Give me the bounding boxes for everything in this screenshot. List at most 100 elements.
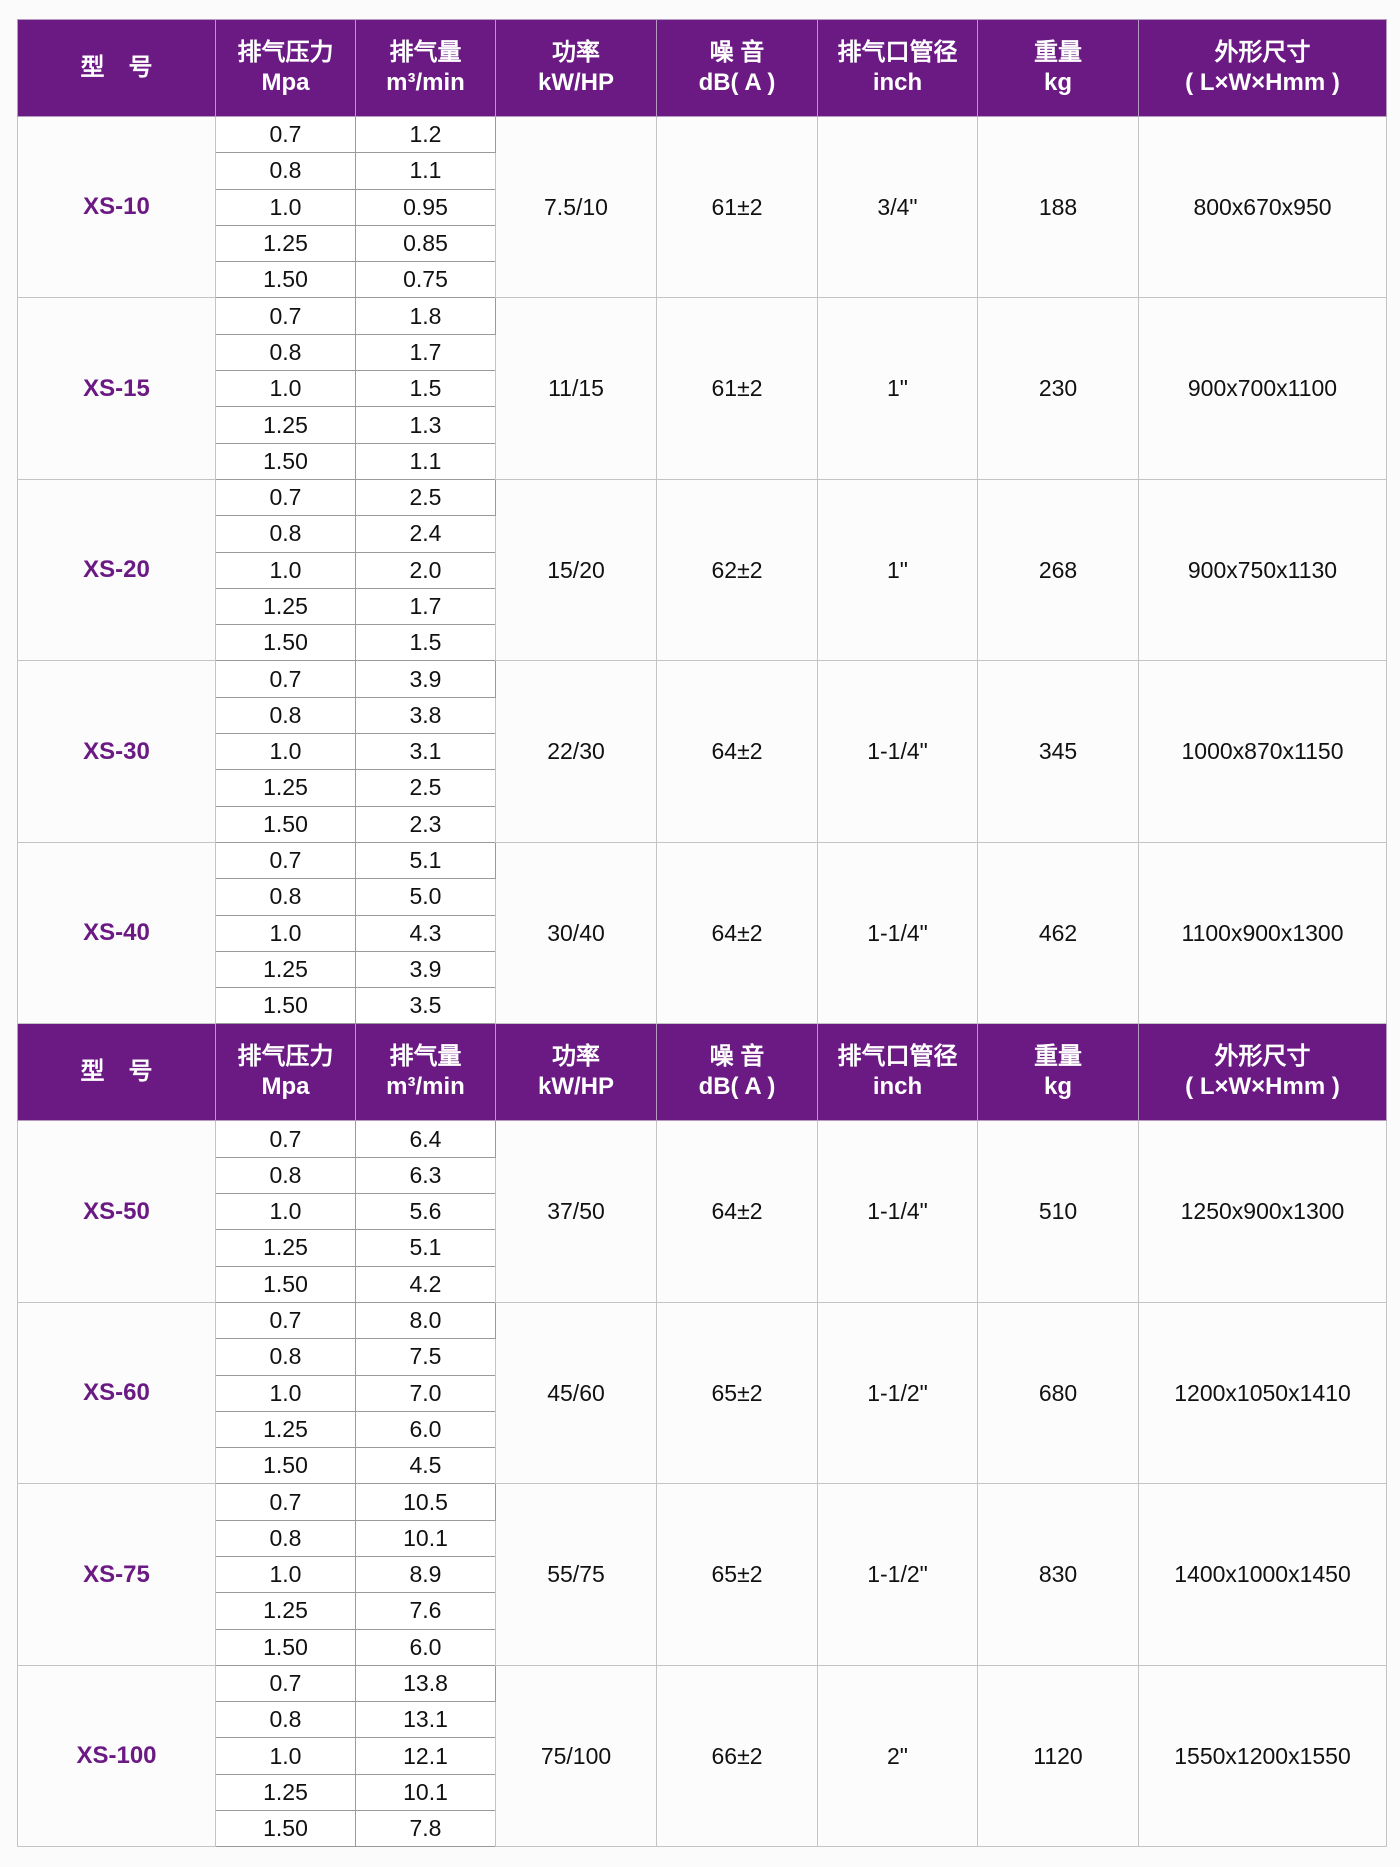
flow-cell: 6.4 <box>355 1120 496 1158</box>
pressure-cell: 1.0 <box>215 1737 356 1775</box>
flow-cell: 1.1 <box>355 152 496 190</box>
table-row: 0.8 13.1 <box>18 1701 1387 1739</box>
pressure-cell: 1.0 <box>215 914 356 952</box>
flow-cell: 6.3 <box>355 1156 496 1195</box>
dimensions-cell: 900x750x1130 <box>1138 478 1387 662</box>
flow-cell: 1.5 <box>355 370 496 408</box>
pressure-cell: 1.50 <box>215 1628 356 1666</box>
header-label: 功率 <box>552 1043 600 1071</box>
column-header: 功率 kW/HP <box>495 19 657 117</box>
flow-cell: 0.95 <box>355 188 496 226</box>
header-label: 噪 音 <box>709 1043 765 1071</box>
header-label: 排气口管径 <box>837 1043 958 1071</box>
power-cell: 37/50 <box>495 1120 657 1303</box>
power-cell: 55/75 <box>495 1483 657 1666</box>
column-header: 排气压力 Mpa <box>215 1023 356 1122</box>
header-label: 型 号 <box>80 54 153 81</box>
header-unit: kW/HP <box>537 1073 614 1101</box>
dimensions-cell: 1250x900x1300 <box>1138 1120 1387 1303</box>
flow-cell: 2.3 <box>355 805 496 843</box>
table-row: 0.8 5.0 <box>18 878 1387 916</box>
noise-cell: 62±2 <box>656 478 818 662</box>
outlet-cell: 2" <box>817 1664 978 1848</box>
table-row: 1.25 2.5 <box>18 769 1387 807</box>
flow-cell: 2.4 <box>355 515 496 553</box>
table-row: XS-100 0.7 13.8 75/100 66±2 2" 1120 1550x1200x1… <box>17 1664 1387 1848</box>
pressure-cell: 1.25 <box>215 224 356 263</box>
column-header: 排气量 m³/min <box>355 1023 496 1122</box>
power-cell: 30/40 <box>495 841 657 1025</box>
table-row: 1.0 8.9 <box>18 1555 1387 1594</box>
header-label: 噪 音 <box>709 39 765 66</box>
outlet-cell: 1-1/4" <box>817 1120 978 1303</box>
flow-cell: 7.0 <box>355 1374 496 1412</box>
column-header: 重量 kg <box>977 1023 1139 1122</box>
pressure-cell: 0.7 <box>215 1483 356 1521</box>
header-unit: dB( A ) <box>698 69 776 96</box>
outlet-cell: 3/4" <box>817 115 978 299</box>
pressure-cell: 0.7 <box>215 297 356 335</box>
pressure-cell: 1.0 <box>215 551 356 589</box>
outlet-cell: 1-1/2" <box>817 1301 978 1485</box>
pressure-cell: 1.50 <box>215 442 356 480</box>
pressure-cell: 0.8 <box>215 1156 356 1195</box>
dimensions-cell: 1000x870x1150 <box>1138 660 1387 843</box>
column-header: 型 号 <box>17 19 216 117</box>
header-label: 功率 <box>552 39 600 66</box>
header-unit: Mpa <box>261 1073 310 1101</box>
power-cell: 75/100 <box>495 1664 657 1848</box>
header-label: 排气压力 <box>237 39 334 66</box>
flow-cell: 7.8 <box>355 1810 496 1848</box>
noise-cell: 64±2 <box>656 1120 818 1303</box>
header-unit: inch <box>872 1073 923 1101</box>
column-header: 型 号 <box>17 1023 216 1122</box>
model-name: XS-100 <box>17 1664 216 1848</box>
pressure-cell: 0.8 <box>215 1338 356 1376</box>
pressure-cell: 1.25 <box>215 950 356 989</box>
flow-cell: 1.7 <box>355 587 496 626</box>
header-label: 排气量 <box>389 39 462 66</box>
pressure-cell: 0.7 <box>215 841 356 880</box>
flow-cell: 3.9 <box>355 660 496 698</box>
pressure-cell: 1.50 <box>215 987 356 1025</box>
column-header: 重量 kg <box>977 19 1139 117</box>
header-unit: dB( A ) <box>698 1073 776 1101</box>
dimensions-cell: 1200x1050x1410 <box>1138 1301 1387 1485</box>
pressure-cell: 1.50 <box>215 805 356 843</box>
header-label: 外形尺寸 <box>1214 1043 1311 1071</box>
table-row: 0.8 6.3 <box>18 1156 1387 1195</box>
table-row: 1.50 3.5 <box>18 987 1387 1025</box>
model-name: XS-50 <box>17 1120 216 1303</box>
flow-cell: 13.1 <box>355 1701 496 1739</box>
flow-cell: 3.1 <box>355 733 496 771</box>
flow-cell: 10.1 <box>355 1773 496 1812</box>
dimensions-cell: 1550x1200x1550 <box>1138 1664 1387 1848</box>
pressure-cell: 1.25 <box>215 1229 356 1267</box>
column-header: 排气量 m³/min <box>355 19 496 117</box>
table-row: 1.0 5.6 <box>18 1193 1387 1231</box>
header-unit: m³/min <box>386 69 465 96</box>
weight-cell: 510 <box>977 1120 1139 1303</box>
flow-cell: 5.0 <box>355 878 496 916</box>
column-header: 噪 音 dB( A ) <box>656 1023 818 1122</box>
outlet-cell: 1" <box>817 478 978 662</box>
table-row: 1.50 6.0 <box>18 1628 1387 1666</box>
table-row: 1.25 0.85 <box>18 224 1387 263</box>
table-row: XS-30 0.7 3.9 22/30 64±2 1-1/4" 345 1000x870x11… <box>17 660 1387 843</box>
pressure-cell: 1.0 <box>215 1555 356 1594</box>
noise-cell: 66±2 <box>656 1664 818 1848</box>
model-name: XS-10 <box>17 115 216 299</box>
header-label: 排气口管径 <box>837 39 958 66</box>
dimensions-cell: 1100x900x1300 <box>1138 841 1387 1025</box>
noise-cell: 64±2 <box>656 841 818 1025</box>
pressure-cell: 0.8 <box>215 1519 356 1557</box>
table-row: 1.50 1.5 <box>18 624 1387 662</box>
table-row: 1.25 3.9 <box>18 950 1387 989</box>
pressure-cell: 1.25 <box>215 1410 356 1449</box>
pressure-cell: 1.0 <box>215 733 356 771</box>
flow-cell: 8.0 <box>355 1301 496 1340</box>
header-row: 型 号 排气压力 Mpa 排气量 m³/min 功率 kW/HP 噪 音 dB( A ) 排气口管… <box>17 19 1387 117</box>
weight-cell: 830 <box>977 1483 1139 1666</box>
pressure-cell: 0.7 <box>215 478 356 517</box>
pressure-cell: 1.50 <box>215 624 356 662</box>
